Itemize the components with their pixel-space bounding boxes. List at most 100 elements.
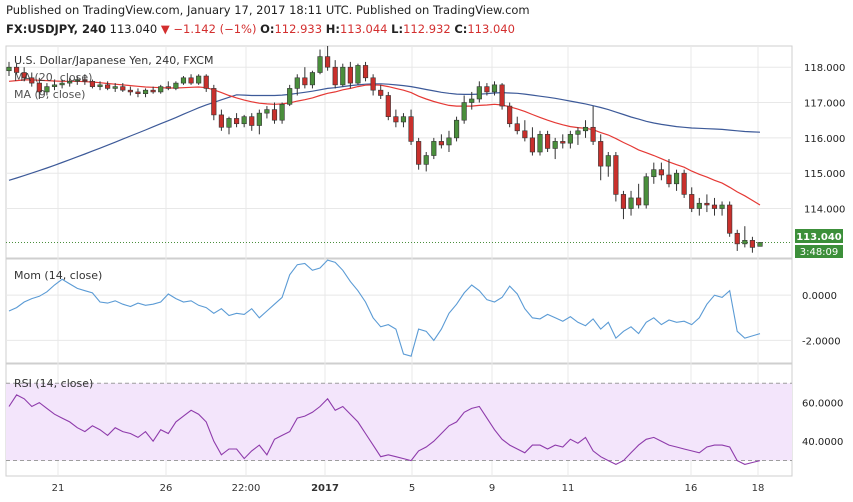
candle-body bbox=[400, 116, 407, 123]
candle-body bbox=[218, 114, 224, 128]
price-pane-title: U.S. Dollar/Japanese Yen, 240, FXCM bbox=[14, 54, 213, 67]
candle-body bbox=[180, 77, 187, 84]
candle-body bbox=[309, 72, 316, 86]
candle-body bbox=[431, 141, 437, 156]
candle-body bbox=[82, 79, 88, 82]
candle-body bbox=[105, 84, 111, 89]
rsi-y-tick: 60.0000 bbox=[802, 399, 843, 410]
last-price: 113.040 bbox=[109, 22, 158, 36]
mom-pane-title: Mom (14, close) bbox=[14, 269, 102, 282]
candle-body bbox=[749, 240, 755, 248]
candle-body bbox=[211, 88, 217, 116]
candle-body bbox=[120, 86, 126, 91]
x-tick-label: 2017 bbox=[311, 483, 339, 494]
candle-body bbox=[681, 172, 687, 195]
candle-body bbox=[302, 77, 308, 86]
candle-body bbox=[226, 118, 232, 128]
candle-body bbox=[491, 84, 498, 93]
price-y-tick: 114.000 bbox=[804, 205, 845, 216]
candle-body bbox=[613, 155, 619, 195]
candle-body bbox=[294, 77, 300, 89]
candle-body bbox=[514, 123, 520, 132]
candle-body bbox=[203, 75, 209, 89]
candle-body bbox=[742, 240, 748, 245]
high-label: H: bbox=[325, 22, 340, 36]
candle-body bbox=[6, 66, 12, 72]
candle-body bbox=[453, 119, 460, 139]
candle-body bbox=[408, 116, 414, 142]
last-price-badge bbox=[795, 229, 843, 243]
candle-body bbox=[264, 109, 270, 114]
candle-body bbox=[317, 56, 323, 73]
candle-body bbox=[757, 242, 763, 247]
candle-body bbox=[666, 174, 672, 185]
price-y-tick: 116.000 bbox=[804, 134, 845, 145]
candle-body bbox=[446, 137, 452, 146]
open-value: 112.933 bbox=[274, 22, 323, 36]
candle-body bbox=[469, 98, 475, 103]
candle-body bbox=[36, 82, 42, 93]
candle-body bbox=[499, 84, 505, 107]
candle-body bbox=[651, 169, 657, 178]
candle-body bbox=[51, 84, 58, 87]
candle-body bbox=[112, 86, 118, 89]
candle-body bbox=[734, 232, 740, 245]
candle-body bbox=[89, 81, 96, 87]
candle-body bbox=[620, 194, 627, 209]
countdown-badge bbox=[795, 245, 843, 258]
candle-body bbox=[21, 72, 27, 79]
close-value: 113.040 bbox=[467, 22, 515, 36]
price-y-tick: 118.000 bbox=[804, 63, 845, 74]
candle-body bbox=[158, 86, 164, 93]
candle-body bbox=[362, 65, 369, 79]
candle-body bbox=[385, 95, 391, 117]
candle-body bbox=[14, 66, 20, 73]
momentum-pane[interactable] bbox=[5, 258, 793, 364]
candle-body bbox=[127, 89, 133, 93]
symbol-label[interactable]: FX:USDJPY, 240 bbox=[6, 22, 106, 36]
candle-body bbox=[552, 141, 558, 149]
x-tick-label: 11 bbox=[562, 483, 575, 494]
candle-body bbox=[590, 126, 596, 142]
candle-body bbox=[393, 116, 399, 123]
candle-body bbox=[340, 66, 346, 86]
price-pane[interactable] bbox=[5, 45, 793, 259]
candle-body bbox=[287, 88, 293, 105]
x-tick-label: 9 bbox=[489, 483, 495, 494]
rsi-y-tick: 40.0000 bbox=[802, 437, 843, 448]
candle-body bbox=[636, 197, 642, 206]
candle-body bbox=[44, 86, 50, 93]
price-y-tick: 115.000 bbox=[804, 169, 845, 180]
ma20-line bbox=[8, 79, 761, 206]
rsi-pane-title: RSI (14, close) bbox=[14, 377, 93, 390]
candle-body bbox=[67, 81, 73, 84]
candle-body bbox=[704, 202, 710, 206]
candle-body bbox=[476, 86, 482, 100]
rsi-band bbox=[6, 383, 792, 461]
candle-body bbox=[522, 130, 528, 139]
publish-note: Published on TradingView.com, January 17… bbox=[6, 3, 530, 17]
candle-body bbox=[575, 130, 581, 135]
rsi-line bbox=[8, 394, 761, 466]
candle-body bbox=[279, 104, 285, 121]
candle-body bbox=[545, 134, 551, 149]
candle-body bbox=[241, 116, 247, 125]
x-tick-label: 5 bbox=[409, 483, 415, 494]
candle-body bbox=[188, 77, 194, 84]
candle-body bbox=[271, 109, 278, 121]
high-value: 113.044 bbox=[339, 22, 388, 36]
candle-body bbox=[416, 141, 422, 165]
momentum-line bbox=[8, 259, 761, 357]
candle-body bbox=[628, 197, 634, 209]
candle-body bbox=[696, 202, 702, 209]
candle-body bbox=[537, 134, 543, 153]
candle-body bbox=[234, 118, 240, 125]
x-tick-label: 16 bbox=[685, 483, 698, 494]
candle-body bbox=[598, 141, 604, 167]
candle-body bbox=[135, 91, 141, 95]
candle-body bbox=[711, 204, 718, 209]
candle-body bbox=[332, 66, 338, 86]
ma9-legend: MA (9, close) bbox=[14, 88, 85, 101]
candle-body bbox=[370, 77, 376, 91]
